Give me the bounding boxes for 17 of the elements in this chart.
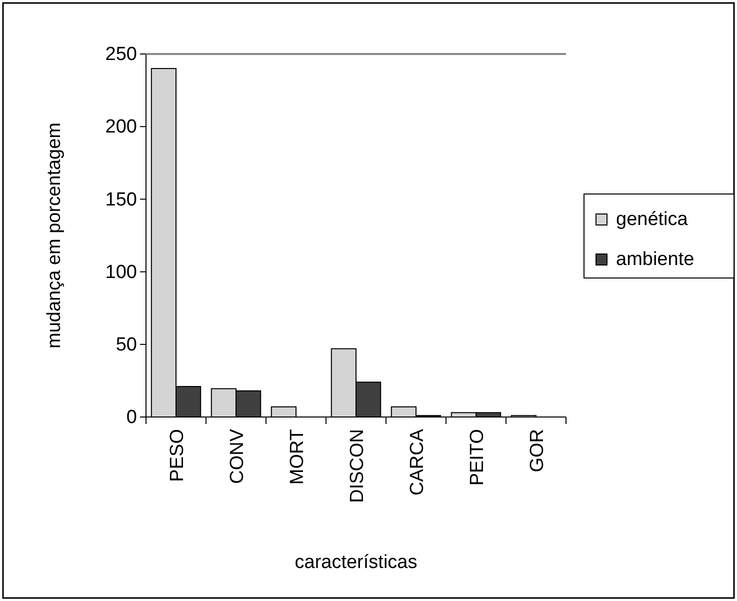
y-tick-label: 100	[105, 262, 137, 283]
x-axis-title: características	[294, 552, 418, 573]
y-axis-title: mudança em porcentagem	[44, 122, 65, 349]
y-tick-label: 0	[126, 407, 137, 428]
x-tick-label: MORT	[287, 428, 308, 485]
x-tick-label: CARCA	[407, 428, 428, 496]
y-tick-label: 250	[105, 44, 137, 66]
y-tick-label: 200	[105, 116, 137, 138]
y-tick-label: 150	[105, 189, 137, 210]
y-tick-label: 50	[116, 334, 137, 356]
x-tick-label: CONV	[227, 428, 248, 484]
legend-label: ambiente	[616, 249, 694, 270]
x-tick-label: PEITO	[467, 429, 488, 486]
x-tick-label: GOR	[527, 429, 548, 472]
x-tick-label: PESO	[167, 429, 188, 482]
legend-label: genética	[616, 209, 688, 230]
x-tick-label: DISCON	[347, 429, 368, 503]
